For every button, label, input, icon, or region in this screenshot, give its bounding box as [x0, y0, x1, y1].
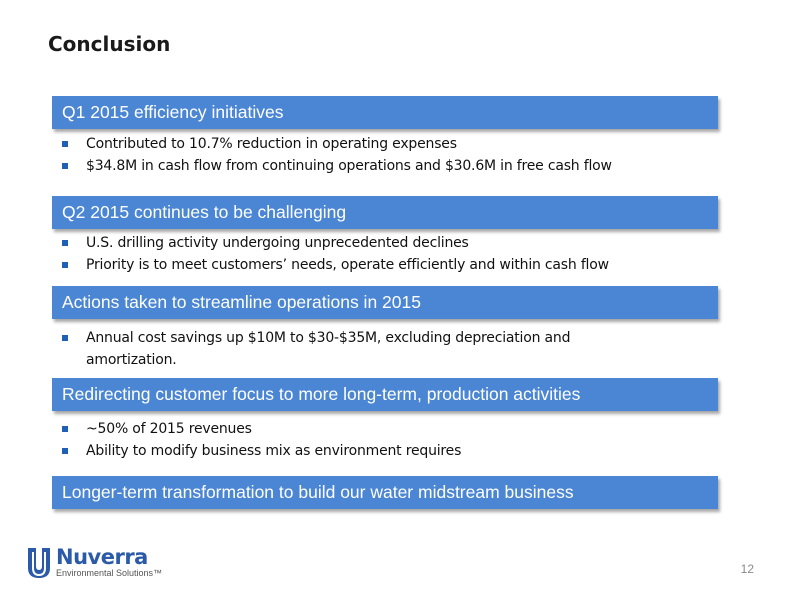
square-bullet-icon: [62, 240, 68, 246]
section-heading-q2: Q2 2015 continues to be challenging: [52, 196, 718, 229]
bullet-item: $34.8M in cash flow from continuing oper…: [62, 155, 722, 177]
square-bullet-icon: [62, 262, 68, 268]
bullet-text: U.S. drilling activity undergoing unprec…: [86, 235, 469, 251]
bullet-item: Ability to modify business mix as enviro…: [62, 440, 722, 462]
square-bullet-icon: [62, 335, 68, 341]
square-bullet-icon: [62, 448, 68, 454]
section-heading-q1: Q1 2015 efficiency initiatives: [52, 96, 718, 129]
slide-title: Conclusion: [48, 32, 171, 56]
bullet-text: Ability to modify business mix as enviro…: [86, 443, 462, 459]
logo-subtitle: Environmental Solutions™: [56, 568, 163, 578]
square-bullet-icon: [62, 426, 68, 432]
page-number: 12: [740, 562, 754, 576]
bullet-item: Contributed to 10.7% reduction in operat…: [62, 133, 722, 155]
bullet-text: $34.8M in cash flow from continuing oper…: [86, 158, 612, 174]
bullet-text: Priority is to meet customers’ needs, op…: [86, 257, 609, 273]
square-bullet-icon: [62, 163, 68, 169]
bullet-list-q2: U.S. drilling activity undergoing unprec…: [62, 232, 722, 276]
bullet-text: Contributed to 10.7% reduction in operat…: [86, 136, 457, 152]
bullet-item: Priority is to meet customers’ needs, op…: [62, 254, 722, 276]
square-bullet-icon: [62, 141, 68, 147]
bullet-list-actions: Annual cost savings up $10M to $30-$35M,…: [62, 327, 662, 371]
section-heading-redirecting: Redirecting customer focus to more long-…: [52, 378, 718, 411]
bullet-list-redirecting: ~50% of 2015 revenues Ability to modify …: [62, 418, 722, 462]
bullet-text: ~50% of 2015 revenues: [86, 421, 252, 437]
nuverra-logo: Nuverra Environmental Solutions™: [26, 542, 162, 582]
section-heading-longer-term: Longer-term transformation to build our …: [52, 476, 718, 509]
section-heading-actions: Actions taken to streamline operations i…: [52, 286, 718, 319]
bullet-item: ~50% of 2015 revenues: [62, 418, 722, 440]
bullet-list-q1: Contributed to 10.7% reduction in operat…: [62, 133, 722, 177]
bullet-item: U.S. drilling activity undergoing unprec…: [62, 232, 722, 254]
bullet-item: Annual cost savings up $10M to $30-$35M,…: [62, 327, 662, 371]
logo-name: Nuverra: [56, 545, 148, 569]
bullet-text: Annual cost savings up $10M to $30-$35M,…: [86, 330, 571, 368]
nuverra-mark-icon: [28, 548, 50, 578]
